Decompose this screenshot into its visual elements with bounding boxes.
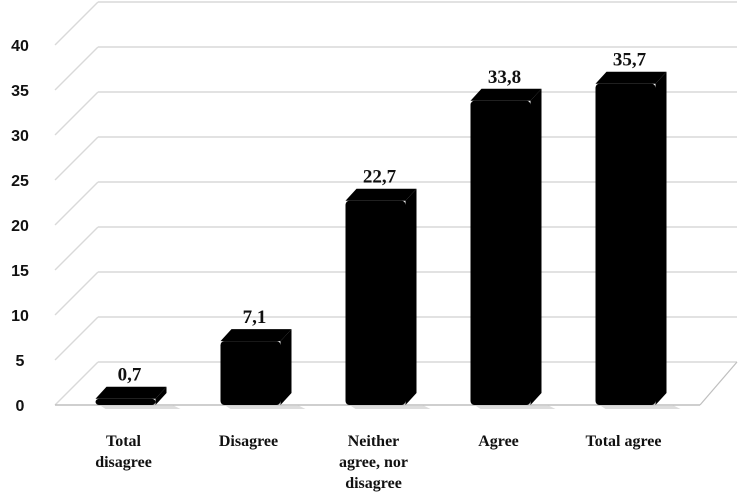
bar [470,88,556,409]
y-tick-label: 25 [11,173,29,190]
y-tick-label: 30 [11,128,29,145]
floor-edge [699,361,738,406]
bar [595,71,681,409]
data-label: 22,7 [363,167,397,188]
x-tick-label: Agree [478,433,519,450]
bar-front [95,398,156,405]
bar-shadow [224,405,306,409]
bar-front [470,100,531,406]
bar-top [470,88,542,101]
data-label: 7,1 [243,307,267,328]
x-tick-label: Disagree [219,433,278,450]
bar-side [405,188,417,405]
y-tick-label: 20 [11,218,29,235]
bar-front [220,341,281,405]
y-tick-label: 5 [16,353,25,370]
x-axis: Total disagree Disagree Neither agree, nor di… [95,433,661,492]
bar-front [595,83,656,405]
gridline-side [54,1,99,46]
gridline-side [54,46,99,91]
gridline-side [54,226,99,271]
bars [95,71,681,409]
bar-top [220,329,292,342]
gridline-side [54,91,99,136]
bar [220,329,306,409]
gridline-side [54,181,99,226]
x-tick-label: Total disagree [95,433,152,471]
y-tick-label: 15 [11,263,29,280]
bar-top [95,386,167,399]
bar-side [155,386,167,405]
bar-top [595,71,667,84]
bar-top [345,188,417,201]
data-label: 35,7 [613,50,647,71]
y-tick-label: 0 [16,398,25,415]
data-label: 0,7 [118,365,142,386]
y-tick-label: 40 [11,38,29,55]
bar-shadow [599,405,681,409]
bar-shadow [474,405,556,409]
bar-shadow [99,405,181,409]
data-label: 33,8 [488,67,521,88]
bar-side [655,71,667,405]
gridline-side [54,271,99,316]
bar-shadow [349,405,431,409]
x-tick-label: Total agree [586,433,662,450]
bar [345,188,431,409]
gridline-side [54,316,99,361]
x-tick-label: Neither agree, nor disagree [339,433,408,492]
y-tick-label: 10 [11,308,29,325]
bar-front [345,200,406,405]
data-labels: 0,7 7,1 22,7 33,8 35,7 [118,50,647,386]
gridline-side [54,136,99,181]
y-tick-label: 35 [11,83,29,100]
bar-side [530,88,542,406]
gridline-side [54,361,99,406]
bar-side [280,329,292,405]
y-axis: 0 5 10 15 20 25 30 35 40 [11,38,29,415]
bar [95,386,181,409]
